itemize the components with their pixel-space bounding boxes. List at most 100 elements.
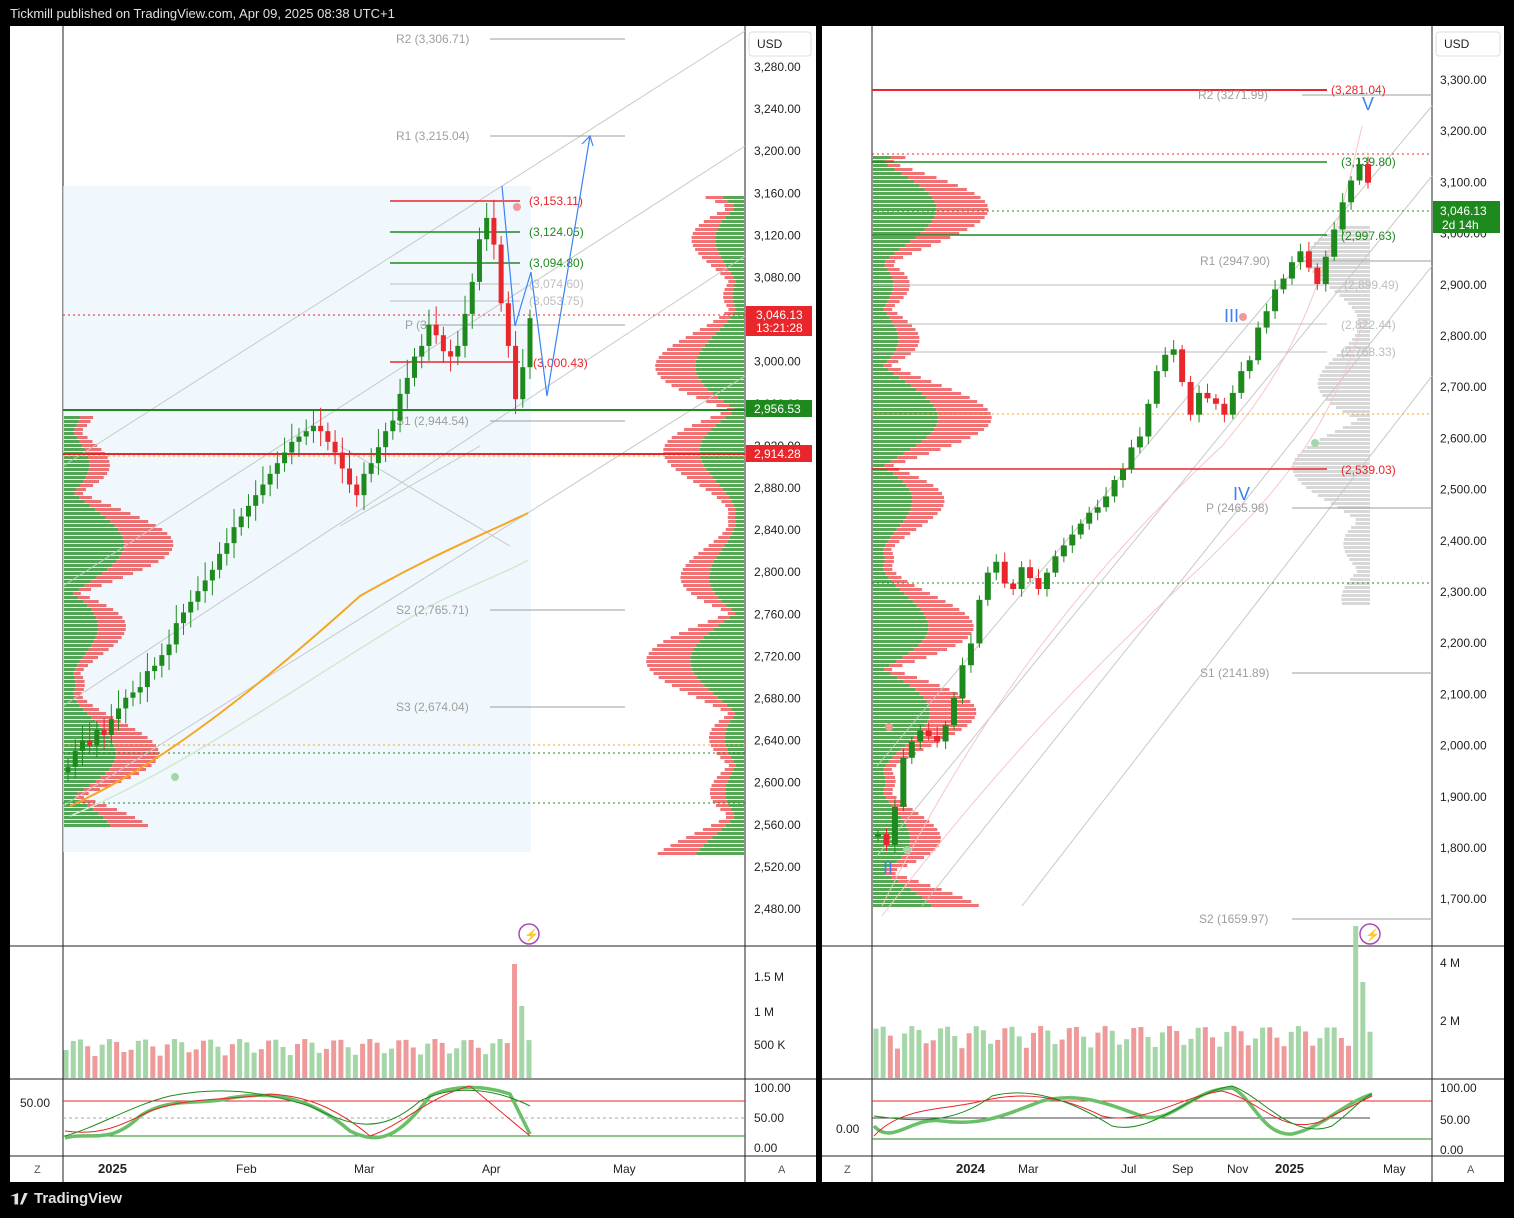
right-candles [875, 156, 1371, 853]
profile-row-up [709, 472, 744, 475]
profile-row-up [873, 408, 937, 411]
pivot-p-label: P (3, [405, 318, 430, 332]
profile-row-up [873, 632, 928, 635]
left-chart-svg[interactable]: R2 (3,306.71) R1 (3,215.04) P (3, S1 (2,… [10, 26, 816, 1182]
profile-row-up [873, 888, 911, 891]
right-chart-svg[interactable]: R2 (3271.99) R1 (2947.90) P (2465.98) S1… [822, 26, 1504, 1182]
profile-row-up [718, 552, 744, 555]
right-zoom-z-button[interactable]: Z [844, 1164, 851, 1176]
volume-bar [1131, 1027, 1137, 1078]
volume-bar [215, 1046, 221, 1078]
profile-row-down [883, 548, 892, 551]
right-event-flash-icon[interactable] [1359, 923, 1381, 945]
volume-bar [360, 1043, 366, 1078]
profile-row-down [910, 508, 942, 511]
profile-row-down [890, 536, 905, 539]
osc-stoch-main [64, 1085, 532, 1140]
currency-selector[interactable] [748, 31, 812, 57]
profile-row-up [733, 812, 744, 815]
volume-bar [295, 1043, 300, 1078]
profile-row [1349, 578, 1370, 581]
profile-row-down [898, 812, 919, 815]
right-pivot-s2: S2 (1659.97) [1199, 912, 1268, 926]
profile-row-up [873, 900, 928, 903]
profile-row-down [696, 596, 719, 599]
profile-row-down [910, 840, 941, 843]
profile-row-up [873, 684, 910, 687]
profile-row [1341, 598, 1370, 601]
profile-row-up [711, 428, 744, 431]
price-tick: 1,900.00 [1440, 790, 1487, 804]
candle-body [1246, 360, 1253, 372]
volume-bar [208, 1039, 214, 1078]
right-auto-scale-button[interactable]: A [1467, 1164, 1475, 1176]
profile-row-down [720, 756, 731, 759]
right-fib-7: (2,539.03) [1341, 463, 1396, 477]
candle-body [1052, 556, 1059, 573]
profile-row-down [112, 764, 152, 767]
profile-row-up [64, 504, 90, 507]
price-tick: 1,700.00 [1440, 892, 1487, 906]
wave-label-3: III [1224, 306, 1239, 326]
profile-row-down [904, 884, 931, 887]
signal-dot-red [513, 203, 521, 211]
profile-row-up [873, 368, 889, 371]
volume-bar [1217, 1046, 1223, 1078]
profile-row [1345, 534, 1370, 537]
profile-row-up [873, 308, 884, 311]
volume-bar [389, 1048, 395, 1078]
profile-row-down [890, 356, 906, 359]
profile-row-down [725, 812, 734, 815]
profile-row-up [723, 324, 744, 327]
profile-row-up [703, 844, 744, 847]
profile-row-up [698, 376, 744, 379]
profile-row-up [716, 832, 744, 835]
right-time-jul: Jul [1121, 1162, 1136, 1176]
profile-row-down [889, 256, 904, 259]
profile-row-down [692, 232, 716, 235]
profile-row-down [652, 648, 694, 651]
volume-bar [367, 1039, 373, 1078]
profile-row-up [873, 708, 930, 711]
profile-row-down [910, 836, 941, 839]
profile-row-up [712, 476, 744, 479]
profile-row-up [695, 360, 744, 363]
candle-body [1365, 164, 1371, 183]
volume-bar [1073, 1026, 1079, 1078]
price-tick: 3,300.00 [1440, 73, 1487, 87]
profile-row-down [914, 736, 948, 739]
fib-5-label: (3,053.75) [529, 294, 584, 308]
candle-body [513, 345, 519, 400]
profile-row-up [873, 736, 915, 739]
signal-dot-green [171, 773, 179, 781]
volume-bar [99, 1044, 105, 1078]
price-tick: 2,100.00 [1440, 687, 1487, 701]
profile-row-down [899, 588, 923, 591]
right-currency-selector[interactable] [1435, 31, 1501, 57]
right-chart-panel[interactable]: R2 (3271.99) R1 (2947.90) P (2465.98) S1… [822, 26, 1504, 1182]
auto-scale-button[interactable]: A [778, 1164, 786, 1176]
zoom-z-button[interactable]: Z [34, 1164, 41, 1176]
profile-row-up [733, 312, 744, 315]
profile-row-up [873, 184, 920, 187]
profile-row-up [728, 200, 744, 203]
profile-row-down [84, 584, 102, 587]
profile-row-down [74, 676, 84, 679]
candle-body [94, 729, 100, 746]
profile-row-up [64, 556, 120, 559]
volume-bar [952, 1035, 958, 1078]
candle-body [1153, 371, 1160, 404]
profile-row-down [705, 196, 723, 199]
tradingview-footer: TradingView [10, 1190, 122, 1207]
left-chart-panel[interactable]: R2 (3,306.71) R1 (3,215.04) P (3, S1 (2,… [10, 26, 816, 1182]
candle-body [224, 543, 230, 554]
event-flash-icon[interactable] [518, 923, 540, 945]
profile-row-down [925, 616, 970, 619]
profile-row [1357, 318, 1370, 321]
profile-row-down [657, 852, 697, 855]
profile-row-down [891, 276, 908, 279]
profile-row-down [716, 404, 729, 407]
tradingview-logo-icon [10, 1192, 28, 1205]
profile-row-up [64, 820, 108, 823]
profile-row-up [64, 628, 98, 631]
